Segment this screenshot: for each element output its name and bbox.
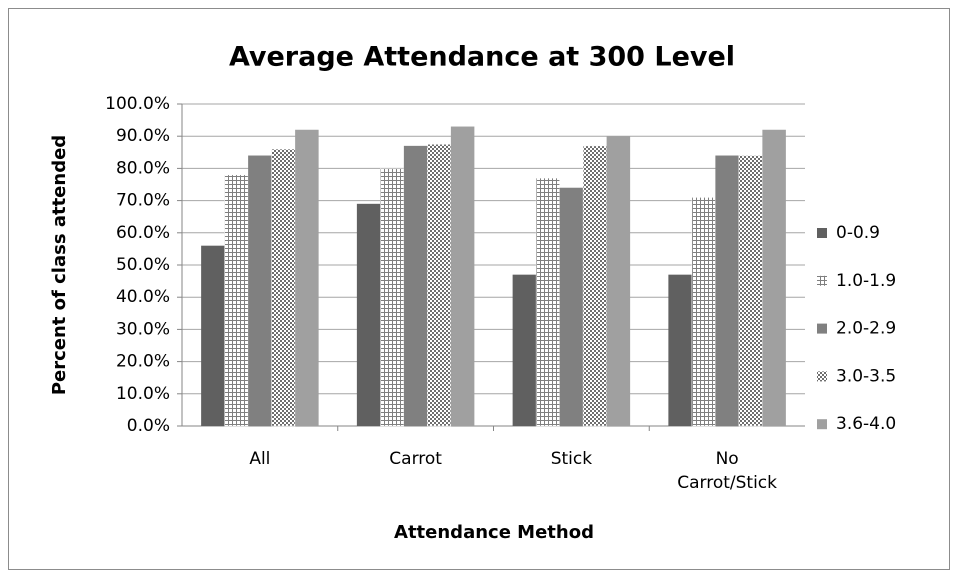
chart-title: Average Attendance at 300 Level [229,42,735,73]
bar [380,168,405,427]
x-tick-label: Stick [550,449,593,469]
bar [559,187,584,426]
y-tick-label: 0.0% [127,416,170,436]
y-tick-label: 50.0% [116,255,170,275]
bar [606,136,631,426]
y-axis-label: Percent of class attended [49,135,70,395]
bar [271,148,296,427]
y-tick-label: 80.0% [116,158,170,178]
legend-label: 3.6-4.0 [836,414,896,434]
bar [535,177,560,427]
legend-label: 0-0.9 [836,223,880,243]
bar [295,129,319,426]
bar [356,203,381,426]
legend-label: 1.0-1.9 [836,271,896,291]
bar [582,145,607,427]
y-tick-label: 10.0% [116,384,170,404]
y-tick-label: 40.0% [116,287,170,307]
y-tick-label: 100.0% [105,94,170,114]
legend-swatch [817,275,827,286]
x-axis-label: Attendance Method [394,522,594,543]
y-tick-label: 90.0% [116,126,170,146]
legend-swatch [817,419,827,430]
bar [512,274,537,426]
legend-swatch [817,228,827,238]
bar [224,174,249,427]
bar [403,145,428,427]
bar [248,155,272,426]
bar [201,245,225,426]
x-tick-label: All [249,449,271,469]
y-tick-label: 20.0% [116,352,170,372]
x-tick-label: Carrot [389,449,442,469]
y-tick-label: 30.0% [116,319,170,339]
y-tick-label: 70.0% [116,191,170,211]
bar [762,129,786,426]
bar [715,155,739,426]
legend-swatch [817,323,827,334]
chart-border [8,8,950,570]
bar [691,197,716,427]
bar [668,274,692,426]
legend-label: 2.0-2.9 [836,319,896,339]
legend-swatch [817,371,827,382]
x-tick-label: No Carrot/Stick [677,449,777,493]
bar [738,155,763,427]
bar [427,144,452,427]
y-tick-label: 60.0% [116,223,170,243]
bar [450,126,475,426]
legend-label: 3.0-3.5 [836,366,896,386]
